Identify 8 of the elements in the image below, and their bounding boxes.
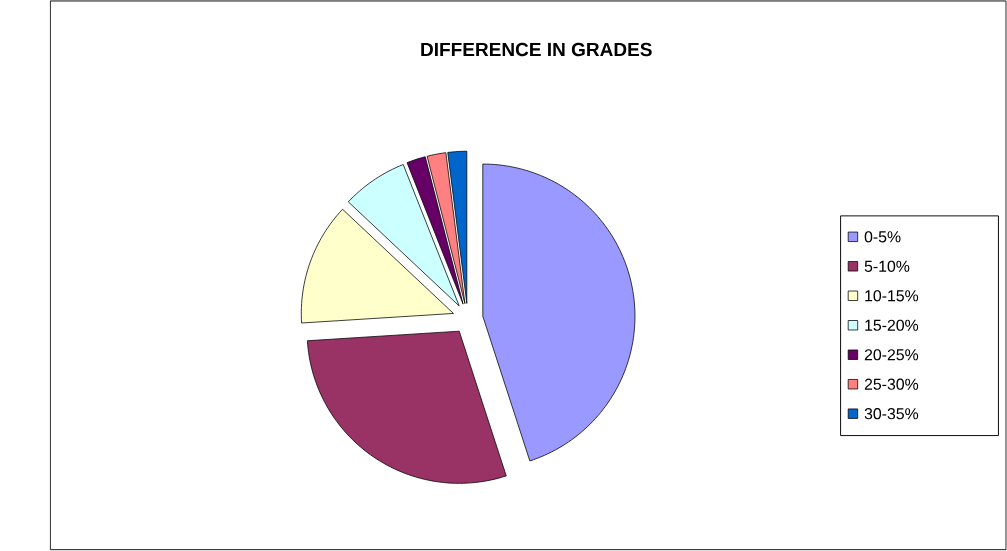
legend-label: 30-35% bbox=[864, 408, 919, 420]
chart-title: DIFFERENCE IN GRADES bbox=[421, 42, 652, 57]
legend-label: 15-20% bbox=[865, 319, 919, 332]
legend-label: 10-15% bbox=[865, 290, 919, 302]
legend-label: 0-5% bbox=[864, 231, 901, 243]
legend-label: 25-30% bbox=[864, 378, 919, 391]
legend-label: 5-10% bbox=[864, 260, 910, 273]
legend-label: 20-25% bbox=[864, 349, 919, 361]
